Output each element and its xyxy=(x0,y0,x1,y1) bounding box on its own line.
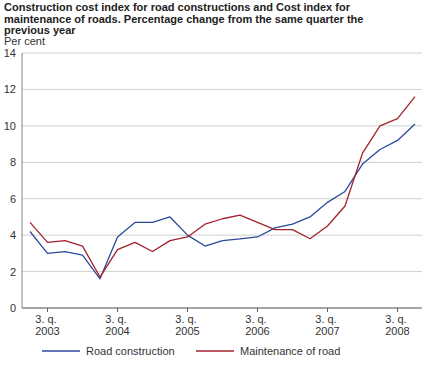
legend-label: Maintenance of road xyxy=(240,345,340,357)
grid-line xyxy=(22,125,422,126)
x-tick xyxy=(327,308,328,312)
y-axis-label: Per cent xyxy=(4,35,45,47)
x-tick-label: 3. q. 2006 xyxy=(245,313,269,337)
grid-line xyxy=(22,235,422,236)
x-tick-label: 3. q. 2004 xyxy=(105,313,129,337)
y-tick-label: 4 xyxy=(10,229,16,241)
x-tick-label: 3. q. 2003 xyxy=(35,313,59,337)
y-tick-label: 8 xyxy=(10,156,16,168)
legend-label: Road construction xyxy=(86,345,175,357)
chart: Construction cost index for road constru… xyxy=(0,0,428,368)
legend-swatch xyxy=(196,350,234,351)
y-tick-label: 12 xyxy=(4,83,16,95)
x-tick-label: 3. q. 2008 xyxy=(385,313,409,337)
grid-line xyxy=(22,308,422,309)
x-tick xyxy=(117,308,118,312)
y-tick-label: 14 xyxy=(4,47,16,59)
legend-swatch xyxy=(42,350,80,351)
x-tick xyxy=(257,308,258,312)
y-tick-label: 0 xyxy=(10,302,16,314)
x-tick xyxy=(397,308,398,312)
title: Construction cost index for road constru… xyxy=(4,1,367,36)
y-axis xyxy=(22,53,23,308)
grid-line xyxy=(22,271,422,272)
x-tick-label: 3. q. 2007 xyxy=(315,313,339,337)
x-tick xyxy=(47,308,48,312)
series-line xyxy=(30,97,415,277)
x-tick-label: 3. q. 2005 xyxy=(175,313,199,337)
x-tick xyxy=(187,308,188,312)
grid-line xyxy=(22,53,422,54)
y-tick-label: 10 xyxy=(4,120,16,132)
x-axis xyxy=(22,308,422,309)
grid-line xyxy=(22,198,422,199)
y-tick-label: 6 xyxy=(10,193,16,205)
y-tick-label: 2 xyxy=(10,266,16,278)
plot-area xyxy=(30,97,415,279)
grid-line xyxy=(22,162,422,163)
grid-line xyxy=(22,89,422,90)
